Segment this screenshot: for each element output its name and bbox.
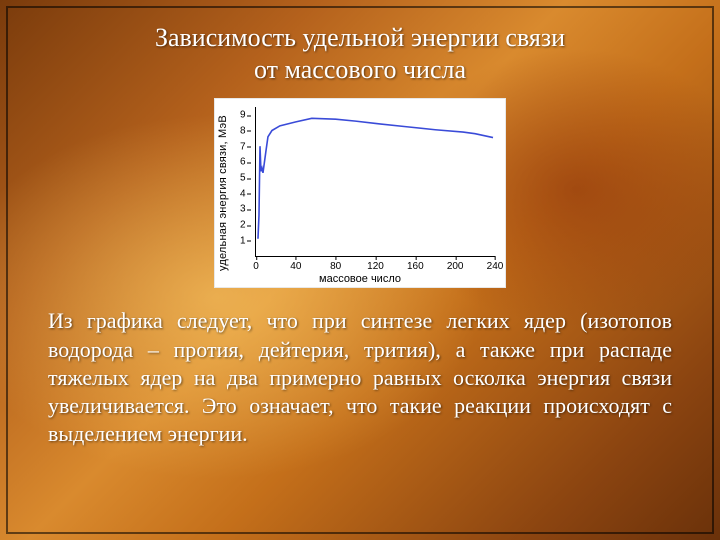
y-tick: 4 [240,188,246,199]
x-tick: 240 [487,261,504,272]
y-tick: 1 [240,235,246,246]
binding-energy-chart: удельная энергия связи, МэВ 123456789040… [215,99,505,287]
chart-y-label: удельная энергия связи, МэВ [217,99,231,287]
x-tick: 200 [447,261,464,272]
title-line-1: Зависимость удельной энергии связи [155,23,565,52]
x-tick: 80 [330,261,341,272]
slide-title: Зависимость удельной энергии связи от ма… [44,22,676,85]
y-tick: 6 [240,157,246,168]
y-tick: 7 [240,141,246,152]
x-tick: 120 [367,261,384,272]
x-tick: 0 [253,261,259,272]
y-tick: 9 [240,110,246,121]
x-tick: 160 [407,261,424,272]
chart-line [256,107,495,256]
y-tick: 8 [240,125,246,136]
chart-plot-area: 12345678904080120160200240 [255,107,495,257]
y-tick: 5 [240,173,246,184]
y-tick: 3 [240,204,246,215]
slide-body-text: Из графика следует, что при синтезе легк… [44,307,676,448]
slide-content: Зависимость удельной энергии связи от ма… [0,0,720,540]
title-line-2: от массового числа [254,55,466,84]
y-tick: 2 [240,220,246,231]
chart-x-label: массовое число [215,273,505,285]
x-tick: 40 [290,261,301,272]
